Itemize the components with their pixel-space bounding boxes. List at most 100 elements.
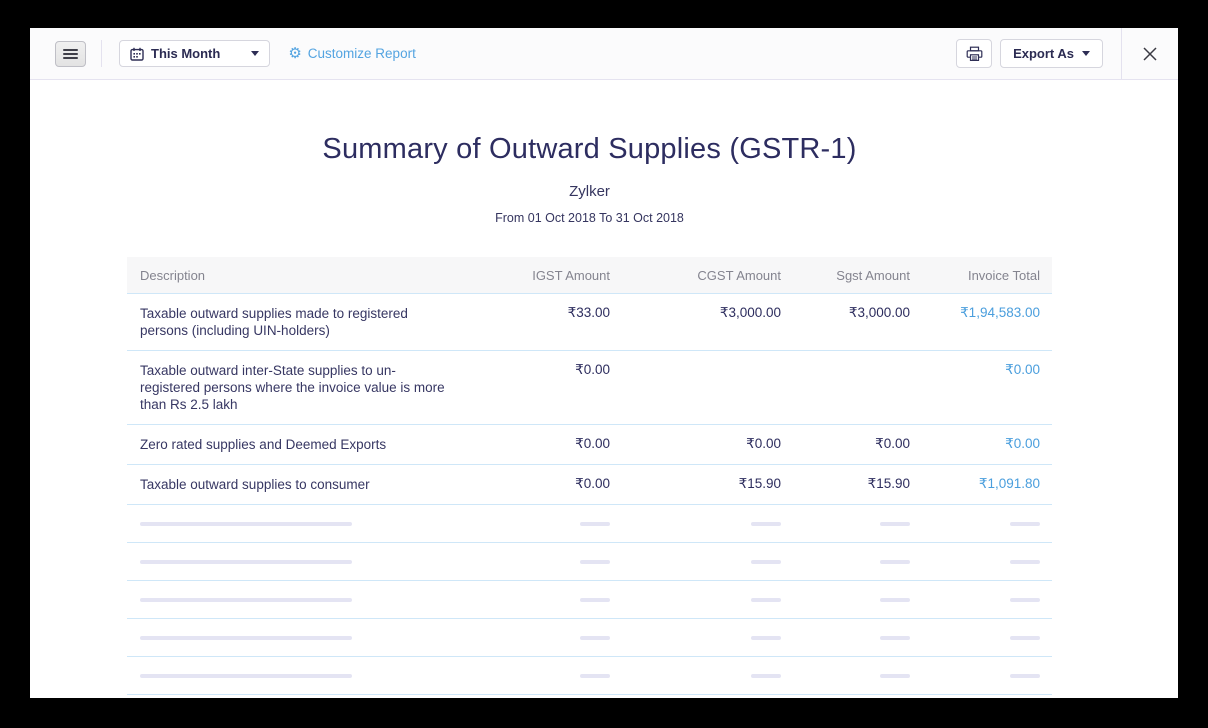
table-header-row: Description IGST Amount CGST Amount Sgst…: [127, 257, 1052, 294]
placeholder-cell: [910, 635, 1052, 640]
gear-icon: ⚙: [288, 45, 302, 62]
igst-amount: ₹33.00: [567, 305, 610, 320]
table-row: Zero rated supplies and Deemed Exports ₹0…: [127, 425, 1052, 465]
placeholder-cell: [610, 597, 781, 602]
placeholder-bar: [751, 597, 781, 602]
cgst-amount: ₹15.90: [738, 476, 781, 491]
row-description: Taxable outward supplies to consumer: [140, 477, 370, 492]
placeholder-bar: [580, 673, 610, 678]
column-header-invoice-total: Invoice Total: [967, 267, 1040, 283]
placeholder-bar: [580, 521, 610, 526]
placeholder-bar: [140, 635, 352, 640]
placeholder-bar: [580, 635, 610, 640]
chevron-down-icon: [1082, 51, 1090, 56]
cgst-amount: [610, 351, 781, 424]
sgst-amount: ₹3,000.00: [848, 305, 910, 320]
placeholder-cell: [610, 673, 781, 678]
table-body: Taxable outward supplies made to registe…: [127, 294, 1052, 695]
placeholder-bar: [1010, 559, 1040, 564]
placeholder-cell: [483, 559, 610, 564]
invoice-total-amount[interactable]: ₹1,091.80: [978, 476, 1040, 491]
placeholder-bar: [1010, 635, 1040, 640]
page-title: Summary of Outward Supplies (GSTR-1): [322, 133, 857, 165]
organization-name: Zylker: [569, 183, 610, 200]
report-content: Summary of Outward Supplies (GSTR-1) Zyl…: [30, 80, 1178, 695]
invoice-total-amount[interactable]: ₹1,94,583.00: [960, 305, 1040, 320]
column-header-description: Description: [140, 267, 206, 283]
table-row: Taxable outward inter-State supplies to …: [127, 351, 1052, 425]
placeholder-row: [127, 505, 1052, 543]
placeholder-cell: [781, 635, 910, 640]
export-as-label: Export As: [1013, 46, 1074, 61]
placeholder-bar: [580, 597, 610, 602]
column-header-sgst: Sgst Amount: [836, 267, 910, 283]
invoice-total-amount[interactable]: ₹0.00: [1005, 436, 1040, 451]
placeholder-bar: [880, 597, 910, 602]
placeholder-bar: [140, 597, 352, 602]
placeholder-cell: [781, 597, 910, 602]
placeholder-cell: [610, 635, 781, 640]
placeholder-bar: [880, 635, 910, 640]
placeholder-cell: [610, 559, 781, 564]
cgst-amount: ₹3,000.00: [719, 305, 781, 320]
placeholder-cell: [781, 521, 910, 526]
placeholder-bar: [580, 559, 610, 564]
sidebar-toggle-button[interactable]: [55, 40, 86, 67]
row-description: Taxable outward supplies made to registe…: [140, 306, 408, 338]
toolbar-divider: [1121, 28, 1122, 79]
placeholder-bar: [140, 559, 352, 564]
chevron-down-icon: [251, 51, 260, 56]
placeholder-cell: [910, 597, 1052, 602]
placeholder-cell: [483, 635, 610, 640]
placeholder-cell: [483, 521, 610, 526]
placeholder-bar: [751, 673, 781, 678]
customize-report-label: Customize Report: [307, 46, 416, 61]
period-selector-dropdown[interactable]: This Month: [119, 40, 271, 67]
placeholder-bar: [140, 673, 352, 678]
row-description: Taxable outward inter-State supplies to …: [140, 363, 445, 412]
table-row: Taxable outward supplies to consumer ₹0.0…: [127, 465, 1052, 505]
sgst-amount: ₹15.90: [867, 476, 910, 491]
placeholder-cell: [910, 673, 1052, 678]
igst-amount: ₹0.00: [575, 476, 610, 491]
placeholder-cell: [910, 521, 1052, 526]
close-icon: [1143, 46, 1157, 61]
placeholder-bar: [751, 521, 781, 526]
report-window: This Month ⚙ Customize Report Export As: [30, 28, 1178, 698]
column-header-cgst: CGST Amount: [697, 267, 781, 283]
hamburger-icon: [63, 48, 78, 51]
column-header-igst: IGST Amount: [532, 267, 610, 283]
placeholder-row: [127, 543, 1052, 581]
placeholder-cell: [781, 559, 910, 564]
placeholder-row: [127, 657, 1052, 695]
placeholder-cell: [483, 597, 610, 602]
placeholder-cell: [910, 559, 1052, 564]
row-description: Zero rated supplies and Deemed Exports: [140, 437, 387, 452]
placeholder-cell: [483, 673, 610, 678]
sgst-amount: ₹0.00: [875, 436, 910, 451]
period-selector-label: This Month: [151, 46, 221, 61]
placeholder-bar: [880, 559, 910, 564]
invoice-total-amount[interactable]: ₹0.00: [1005, 362, 1040, 377]
placeholder-bar: [1010, 673, 1040, 678]
igst-amount: ₹0.00: [575, 436, 610, 451]
toolbar-divider: [101, 40, 102, 67]
sgst-amount: [781, 351, 910, 424]
igst-amount: ₹0.00: [575, 362, 610, 377]
placeholder-bar: [1010, 521, 1040, 526]
customize-report-link[interactable]: ⚙ Customize Report: [288, 46, 416, 61]
report-date-range: From 01 Oct 2018 To 31 Oct 2018: [495, 211, 684, 225]
toolbar: This Month ⚙ Customize Report Export As: [30, 28, 1178, 80]
export-as-dropdown[interactable]: Export As: [1000, 39, 1103, 68]
print-button[interactable]: [956, 39, 993, 68]
placeholder-bar: [751, 559, 781, 564]
printer-icon: [966, 46, 982, 61]
close-button[interactable]: [1122, 28, 1178, 79]
placeholder-bar: [1010, 597, 1040, 602]
placeholder-row: [127, 619, 1052, 657]
calendar-icon: [130, 47, 144, 61]
placeholder-row: [127, 581, 1052, 619]
placeholder-bar: [880, 673, 910, 678]
placeholder-bar: [751, 635, 781, 640]
cgst-amount: ₹0.00: [746, 436, 781, 451]
